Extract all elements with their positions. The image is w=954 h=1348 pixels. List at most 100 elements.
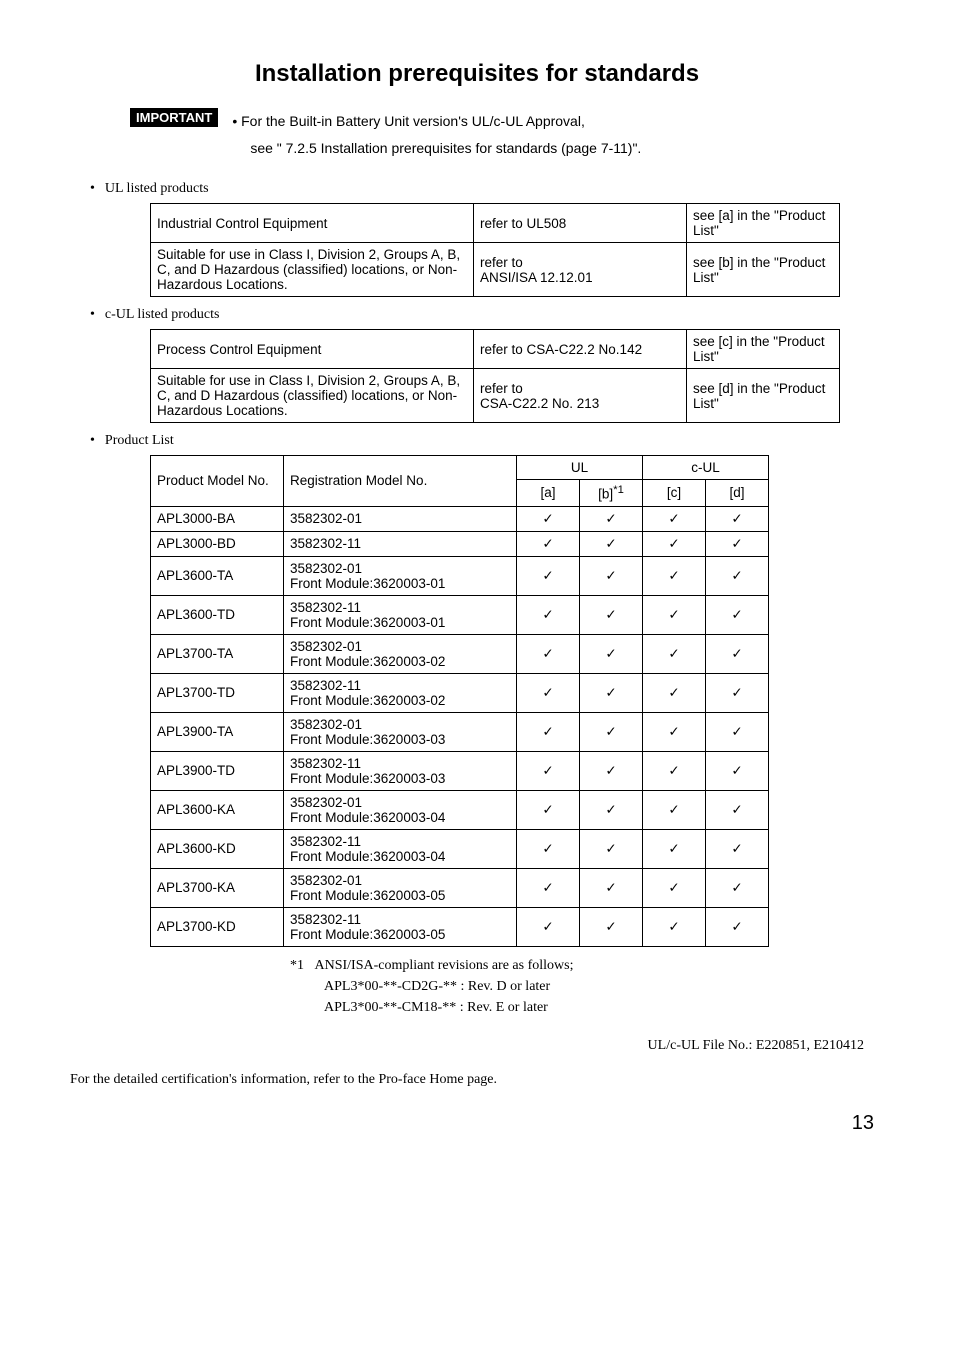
- cell-model: APL3700-TA: [151, 634, 284, 673]
- cell-reg: 3582302-11: [284, 531, 517, 556]
- bullet-icon: •: [90, 433, 95, 448]
- cell-check: ✓: [517, 907, 580, 946]
- cul-cell: Suitable for use in Class I, Division 2,…: [151, 369, 474, 423]
- cell-reg: 3582302-11 Front Module:3620003-03: [284, 751, 517, 790]
- cell-reg: 3582302-01 Front Module:3620003-02: [284, 634, 517, 673]
- cell-check: ✓: [643, 556, 706, 595]
- cell-reg: 3582302-01: [284, 506, 517, 531]
- th-ul: UL: [517, 456, 643, 480]
- cell-check: ✓: [643, 506, 706, 531]
- cell-check: ✓: [580, 531, 643, 556]
- ul-cell: see [b] in the "Product List": [687, 243, 840, 297]
- cell-check: ✓: [580, 907, 643, 946]
- cell-model: APL3600-KD: [151, 829, 284, 868]
- cell-check: ✓: [517, 556, 580, 595]
- important-badge: IMPORTANT: [130, 108, 218, 127]
- cell-reg: 3582302-01 Front Module:3620003-05: [284, 868, 517, 907]
- cell-check: ✓: [580, 712, 643, 751]
- cell-check: ✓: [643, 634, 706, 673]
- table-row: Process Control Equipment refer to CSA-C…: [151, 330, 840, 369]
- cell-check: ✓: [706, 506, 769, 531]
- table-row: APL3700-KA3582302-01 Front Module:362000…: [151, 868, 769, 907]
- cell-check: ✓: [580, 595, 643, 634]
- cell-check: ✓: [580, 673, 643, 712]
- product-table: Product Model No. Registration Model No.…: [150, 455, 769, 947]
- table-row: APL3900-TD3582302-11 Front Module:362000…: [151, 751, 769, 790]
- bullet-icon: •: [90, 181, 95, 196]
- cell-reg: 3582302-01 Front Module:3620003-04: [284, 790, 517, 829]
- cell-check: ✓: [706, 556, 769, 595]
- cell-reg: 3582302-11 Front Module:3620003-05: [284, 907, 517, 946]
- table-row: APL3600-KD3582302-11 Front Module:362000…: [151, 829, 769, 868]
- ul-cell: Industrial Control Equipment: [151, 204, 474, 243]
- cell-reg: 3582302-11 Front Module:3620003-02: [284, 673, 517, 712]
- cell-check: ✓: [517, 868, 580, 907]
- important-bullet: •: [232, 113, 241, 129]
- cell-check: ✓: [517, 751, 580, 790]
- plist-heading-text: Product List: [105, 433, 174, 448]
- cell-check: ✓: [706, 907, 769, 946]
- cell-model: APL3700-KD: [151, 907, 284, 946]
- cul-heading-text: c-UL listed products: [105, 307, 220, 322]
- table-row: APL3600-KA3582302-01 Front Module:362000…: [151, 790, 769, 829]
- cell-check: ✓: [517, 506, 580, 531]
- cul-cell: see [d] in the "Product List": [687, 369, 840, 423]
- th-b-label: [b]: [598, 487, 613, 502]
- footnote: *1 ANSI/ISA-compliant revisions are as f…: [290, 955, 884, 1018]
- table-row: Industrial Control Equipment refer to UL…: [151, 204, 840, 243]
- cell-model: APL3700-KA: [151, 868, 284, 907]
- cell-check: ✓: [517, 712, 580, 751]
- cell-check: ✓: [643, 673, 706, 712]
- table-row: APL3700-KD3582302-11 Front Module:362000…: [151, 907, 769, 946]
- footnote-l1: ANSI/ISA-compliant revisions are as foll…: [315, 958, 574, 973]
- cell-check: ✓: [706, 790, 769, 829]
- table-row: APL3000-BD3582302-11✓✓✓✓: [151, 531, 769, 556]
- cell-reg: 3582302-11 Front Module:3620003-01: [284, 595, 517, 634]
- ul-table: Industrial Control Equipment refer to UL…: [150, 203, 840, 297]
- cell-check: ✓: [643, 751, 706, 790]
- ul-heading: •UL listed products: [70, 181, 884, 197]
- table-row: APL3000-BA3582302-01✓✓✓✓: [151, 506, 769, 531]
- cell-model: APL3900-TA: [151, 712, 284, 751]
- table-row: Suitable for use in Class I, Division 2,…: [151, 369, 840, 423]
- cell-check: ✓: [580, 634, 643, 673]
- th-b: [b]*1: [580, 480, 643, 507]
- cell-check: ✓: [517, 829, 580, 868]
- table-row: Suitable for use in Class I, Division 2,…: [151, 243, 840, 297]
- cell-model: APL3900-TD: [151, 751, 284, 790]
- cell-check: ✓: [643, 531, 706, 556]
- important-text: • For the Built-in Battery Unit version'…: [232, 108, 641, 161]
- important-note: IMPORTANT • For the Built-in Battery Uni…: [130, 108, 884, 161]
- important-line1: For the Built-in Battery Unit version's …: [241, 113, 585, 129]
- bullet-icon: •: [90, 307, 95, 322]
- plist-heading: • Product List: [70, 433, 884, 449]
- cul-cell: Process Control Equipment: [151, 330, 474, 369]
- cell-check: ✓: [517, 531, 580, 556]
- cell-check: ✓: [580, 868, 643, 907]
- cell-check: ✓: [706, 595, 769, 634]
- cell-check: ✓: [706, 531, 769, 556]
- cell-check: ✓: [706, 829, 769, 868]
- final-note: For the detailed certification's informa…: [70, 1072, 884, 1088]
- cell-check: ✓: [517, 595, 580, 634]
- th-d: [d]: [706, 480, 769, 507]
- cell-check: ✓: [580, 506, 643, 531]
- page-title: Installation prerequisites for standards: [70, 60, 884, 88]
- cul-cell: refer to CSA-C22.2 No. 213: [474, 369, 687, 423]
- cell-model: APL3600-KA: [151, 790, 284, 829]
- cell-model: APL3000-BD: [151, 531, 284, 556]
- cell-model: APL3600-TA: [151, 556, 284, 595]
- important-line2: see " 7.2.5 Installation prerequisites f…: [250, 135, 641, 162]
- cell-check: ✓: [580, 556, 643, 595]
- table-row: APL3600-TD3582302-11 Front Module:362000…: [151, 595, 769, 634]
- cell-reg: 3582302-11 Front Module:3620003-04: [284, 829, 517, 868]
- cell-check: ✓: [580, 790, 643, 829]
- cell-check: ✓: [580, 829, 643, 868]
- ul-cell: see [a] in the "Product List": [687, 204, 840, 243]
- table-header-row: Product Model No. Registration Model No.…: [151, 456, 769, 480]
- cell-check: ✓: [706, 712, 769, 751]
- ul-cell: Suitable for use in Class I, Division 2,…: [151, 243, 474, 297]
- th-reg: Registration Model No.: [284, 456, 517, 507]
- th-cul: c-UL: [643, 456, 769, 480]
- th-a: [a]: [517, 480, 580, 507]
